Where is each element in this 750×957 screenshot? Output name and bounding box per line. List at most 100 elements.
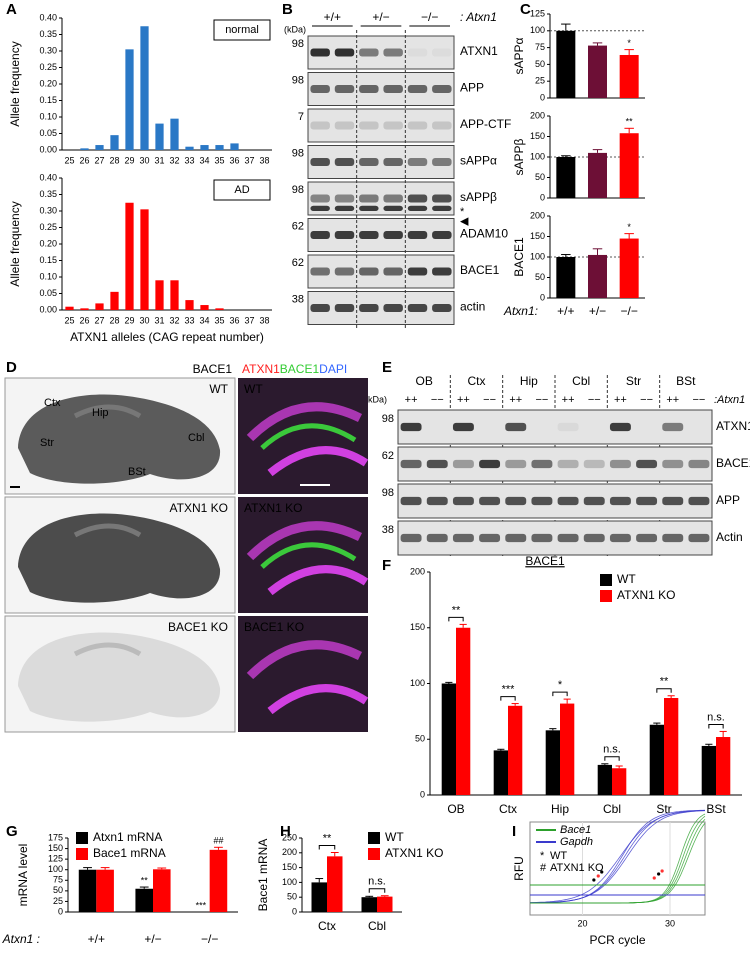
blot-band bbox=[432, 205, 452, 212]
bar bbox=[456, 627, 471, 795]
y-axis-label: Bace1 mRNA bbox=[256, 839, 270, 912]
x-tick-label: +/− bbox=[589, 304, 606, 318]
y-tick-label: 125 bbox=[530, 8, 545, 18]
blot-band bbox=[310, 158, 330, 166]
error-bar bbox=[563, 698, 571, 704]
error-bar bbox=[315, 878, 324, 883]
significance-bracket bbox=[604, 756, 620, 761]
kda-marker: 62 bbox=[382, 450, 394, 462]
blot-band bbox=[310, 205, 330, 212]
blot-background bbox=[397, 520, 713, 556]
y-tick-label: 0.40 bbox=[39, 12, 57, 22]
blot-band bbox=[688, 533, 710, 543]
blot-band bbox=[334, 121, 355, 130]
error-bar bbox=[705, 743, 713, 746]
genotype-label: ++ bbox=[457, 394, 470, 406]
error-bar bbox=[624, 49, 634, 55]
legend-label: Gapdh bbox=[560, 836, 593, 848]
y-tick-label: 200 bbox=[530, 110, 545, 120]
unit-label: (kDa) bbox=[284, 24, 306, 34]
bar bbox=[664, 697, 679, 795]
genotype-label: −− bbox=[535, 394, 548, 406]
brain-section bbox=[18, 632, 221, 722]
x-tick-label: +/+ bbox=[557, 304, 574, 318]
legend-frame bbox=[213, 19, 271, 41]
blot-band bbox=[383, 205, 403, 212]
significance-bracket bbox=[708, 723, 724, 729]
genotype-label: −− bbox=[692, 394, 705, 406]
hippocampus bbox=[73, 523, 142, 538]
blot-band bbox=[359, 231, 379, 239]
bar bbox=[200, 145, 209, 150]
blot-band bbox=[432, 194, 452, 203]
blot-band bbox=[359, 85, 379, 93]
x-tick-label: 30 bbox=[139, 155, 149, 165]
error-bar bbox=[667, 695, 675, 698]
region-label: Str bbox=[626, 374, 641, 388]
stain-part: BACE1 bbox=[280, 362, 320, 376]
blot-band bbox=[407, 231, 428, 239]
y-tick-label: 0 bbox=[58, 906, 63, 916]
ct-point bbox=[600, 870, 604, 874]
blot-label: BACE1 bbox=[716, 456, 750, 470]
genotype-label: −− bbox=[483, 394, 496, 406]
legend-label: Bace1 bbox=[560, 824, 591, 836]
blot-band bbox=[583, 533, 605, 543]
legend-swatch bbox=[600, 590, 612, 602]
y-tick-label: 100 bbox=[530, 151, 545, 161]
blot-background bbox=[307, 35, 455, 70]
blot-band bbox=[334, 304, 355, 312]
blot-label: APP-CTF bbox=[460, 117, 511, 131]
bar bbox=[95, 303, 104, 310]
y-tick-label: 0.25 bbox=[39, 62, 57, 72]
region-label: Hip bbox=[92, 407, 109, 419]
bar bbox=[556, 157, 576, 198]
blot-background bbox=[307, 254, 455, 289]
x-tick-label: OB bbox=[447, 802, 464, 816]
stain-label: ATXN1BACE1DAPI bbox=[242, 362, 347, 376]
blot-band bbox=[407, 267, 428, 276]
bace1-layer bbox=[260, 423, 357, 450]
x-tick-label: 38 bbox=[259, 315, 269, 325]
bar bbox=[649, 724, 664, 795]
bar bbox=[215, 145, 224, 150]
blot-label: Actin bbox=[716, 530, 743, 544]
x-axis-label: PCR cycle bbox=[589, 933, 645, 947]
error-bar bbox=[549, 728, 557, 731]
blot-label: ATXN1 bbox=[716, 419, 750, 433]
panel-label: D bbox=[6, 359, 17, 376]
legend-symbol: # bbox=[540, 862, 547, 874]
blot-band bbox=[334, 205, 355, 212]
x-tick-label: 28 bbox=[109, 155, 119, 165]
scale-bar bbox=[10, 486, 20, 488]
x-tick-label: 31 bbox=[154, 155, 164, 165]
blot-band bbox=[359, 267, 379, 276]
genotype-label: −− bbox=[588, 394, 601, 406]
blot-band bbox=[531, 496, 553, 506]
blot-band bbox=[334, 48, 355, 57]
blot-band bbox=[432, 231, 452, 239]
panel-label: G bbox=[6, 823, 18, 840]
x-tick-label: 32 bbox=[169, 315, 179, 325]
significance: *** bbox=[502, 683, 516, 695]
x-tick-label: 26 bbox=[79, 315, 89, 325]
kda-marker: 7 bbox=[298, 111, 304, 123]
blot-band bbox=[505, 496, 527, 506]
blot-band bbox=[359, 205, 379, 212]
blot-band bbox=[334, 158, 355, 166]
brain-section bbox=[18, 394, 221, 484]
bar bbox=[135, 888, 153, 912]
legend-label: normal bbox=[225, 24, 259, 36]
y-axis-label: sAPPα bbox=[512, 37, 526, 74]
x-prefix: Atxn1: bbox=[503, 304, 538, 318]
fluorescence-frame bbox=[238, 616, 368, 732]
error-bar bbox=[624, 127, 634, 134]
panel-label: F bbox=[382, 557, 391, 574]
gene-label: : Atxn1 bbox=[460, 10, 497, 24]
kda-marker: 98 bbox=[292, 184, 304, 196]
blot-band bbox=[426, 459, 448, 469]
x-tick-label: 37 bbox=[244, 155, 254, 165]
blot-band bbox=[432, 304, 452, 312]
y-tick-label: 200 bbox=[410, 566, 425, 576]
region-label: Cbl bbox=[188, 432, 205, 444]
